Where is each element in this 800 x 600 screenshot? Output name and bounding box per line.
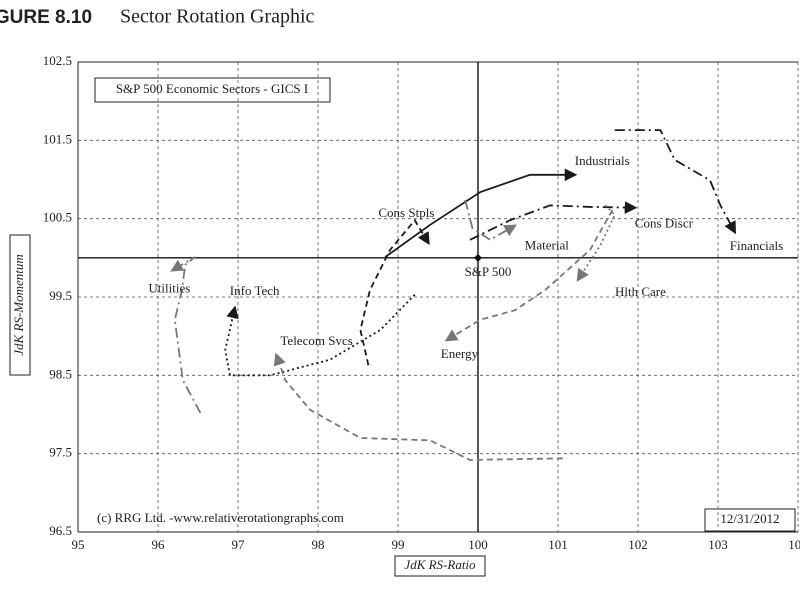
figure-label: FIGURE 8.10 xyxy=(0,7,92,28)
x-tick-label: 96 xyxy=(152,537,166,552)
series-label: Hlth Care xyxy=(615,284,666,299)
series-label: Cons Discr xyxy=(635,216,694,231)
y-tick-label: 99.5 xyxy=(49,288,72,303)
rotation-trail xyxy=(444,209,614,342)
benchmark-marker xyxy=(474,253,482,262)
rotation-trail xyxy=(224,294,416,377)
y-tick-label: 102.5 xyxy=(43,53,72,68)
chart-title: Sector Rotation Graphic xyxy=(120,6,315,28)
y-axis-label: JdK RS-Momentum xyxy=(11,254,26,355)
subtitle-box xyxy=(94,77,331,103)
series-label: Industrials xyxy=(575,153,630,168)
series-label: Info Tech xyxy=(230,283,280,298)
x-axis-label: JdK RS-Ratio xyxy=(404,557,476,572)
series-label: Financials xyxy=(730,238,783,253)
y-tick-label: 100.5 xyxy=(43,210,72,225)
x-label-box xyxy=(394,555,486,577)
y-tick-label: 97.5 xyxy=(49,445,72,460)
x-tick-label: 101 xyxy=(548,537,568,552)
y-tick-label: 101.5 xyxy=(43,131,72,146)
x-tick-label: 97 xyxy=(232,537,246,552)
rotation-trail xyxy=(464,199,517,241)
x-tick-label: 103 xyxy=(708,537,728,552)
series-label: Cons Stpls xyxy=(378,205,434,220)
y-label-box xyxy=(9,234,31,376)
source-note: (c) RRG Ltd. -www.relativerotationgraphs… xyxy=(97,510,344,525)
rotation-trail xyxy=(170,256,202,414)
rotation-trail xyxy=(359,218,430,366)
x-tick-label: 95 xyxy=(72,537,85,552)
x-tick-label: 102 xyxy=(628,537,648,552)
rotation-trail xyxy=(384,168,578,258)
date-label: 12/31/2012 xyxy=(720,511,779,526)
series-label: Energy xyxy=(441,346,479,361)
x-tick-label: 104 xyxy=(788,537,800,552)
rotation-trail xyxy=(469,201,638,241)
rotation-trail xyxy=(576,204,616,282)
y-tick-label: 98.5 xyxy=(49,366,72,381)
series-label: Telecom Svcs xyxy=(280,333,352,348)
series-label: Utilities xyxy=(148,280,190,295)
rotation-trail xyxy=(273,352,563,461)
subtitle: S&P 500 Economic Sectors - GICS I xyxy=(116,81,308,96)
x-tick-label: 98 xyxy=(312,537,325,552)
y-tick-label: 96.5 xyxy=(49,523,72,538)
series-label: Material xyxy=(525,238,569,253)
x-tick-label: 100 xyxy=(468,537,488,552)
benchmark-label: S&P 500 xyxy=(465,264,512,279)
x-tick-label: 99 xyxy=(392,537,405,552)
date-box xyxy=(704,508,796,532)
